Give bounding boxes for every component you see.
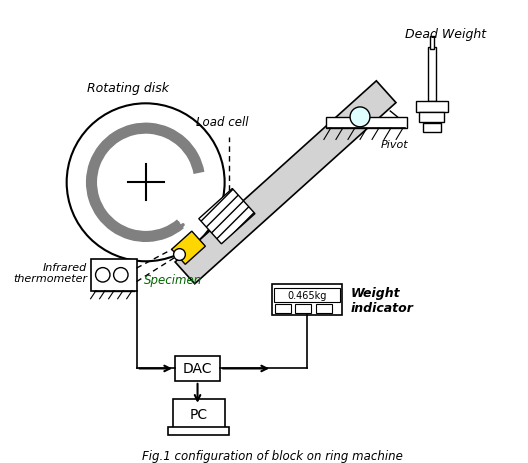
Bar — [419, 113, 444, 123]
FancyBboxPatch shape — [91, 259, 137, 291]
Text: PC: PC — [190, 407, 208, 421]
Text: Load cell: Load cell — [196, 116, 249, 129]
Polygon shape — [172, 232, 205, 265]
Circle shape — [67, 104, 224, 262]
Bar — [274, 289, 340, 302]
Text: Infrared
thermometer: Infrared thermometer — [13, 262, 87, 284]
Polygon shape — [175, 81, 396, 284]
Bar — [428, 48, 436, 102]
Bar — [416, 102, 448, 113]
Circle shape — [114, 268, 128, 282]
Bar — [272, 284, 342, 316]
Text: DAC: DAC — [183, 362, 212, 375]
Bar — [429, 37, 434, 50]
Text: Fig.1 configuration of block on ring machine: Fig.1 configuration of block on ring mac… — [142, 449, 402, 462]
Text: Rotating disk: Rotating disk — [87, 82, 169, 95]
Bar — [316, 305, 332, 313]
Bar — [168, 427, 229, 435]
Text: Pivot: Pivot — [380, 140, 408, 150]
Text: Weight
indicator: Weight indicator — [351, 286, 414, 314]
Text: 0.465kg: 0.465kg — [287, 290, 327, 300]
Circle shape — [174, 249, 185, 261]
Bar — [326, 118, 408, 129]
Circle shape — [350, 108, 370, 127]
Bar — [423, 124, 441, 132]
Bar — [173, 399, 224, 428]
Text: Dead Weight: Dead Weight — [405, 27, 486, 40]
Polygon shape — [199, 189, 255, 244]
Bar — [175, 356, 220, 381]
Bar — [296, 305, 312, 313]
Text: Specimen: Specimen — [144, 273, 202, 286]
Circle shape — [96, 268, 110, 282]
Bar — [275, 305, 291, 313]
